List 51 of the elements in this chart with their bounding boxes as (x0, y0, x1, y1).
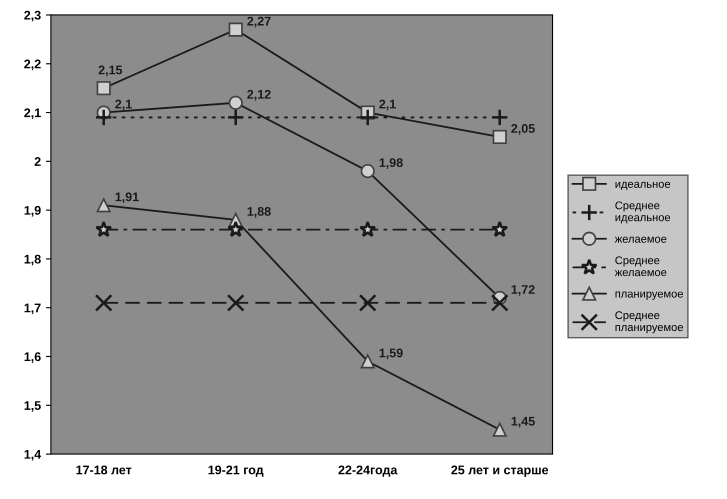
y-tick-label: 1,9 (24, 206, 41, 217)
point (95, 220, 112, 238)
data-label: 1,88 (248, 206, 271, 218)
data-label: 1,59 (380, 348, 403, 360)
legend-label: Среднее желаемое (614, 256, 666, 276)
data-label: 2,15 (98, 66, 122, 76)
y-tick-label: 2 (34, 157, 41, 166)
point (96, 198, 111, 212)
point (94, 294, 113, 312)
point (491, 220, 508, 238)
data-label: 1,72 (512, 285, 535, 296)
point (358, 294, 377, 312)
x-tick-label: 25 лет и старше (451, 466, 548, 477)
data-label: 1,98 (380, 158, 403, 169)
legend-label: Среднее планируемое (615, 311, 683, 334)
y-tick-label: 1,5 (24, 401, 41, 412)
y-tick-label: 1,8 (24, 254, 41, 266)
point (360, 354, 375, 368)
x-tick-label: 19-21 год (208, 466, 264, 477)
legend-label: желаемое (614, 236, 666, 243)
point (492, 130, 507, 144)
y-tick-label: 2,2 (24, 60, 41, 70)
point (359, 220, 376, 238)
point (492, 422, 507, 437)
data-label: 2,1 (115, 100, 132, 110)
data-label: 2,1 (379, 100, 396, 110)
x-tick-label: 17-18 лет (76, 466, 132, 474)
data-label: 1,45 (512, 416, 535, 428)
point (360, 164, 375, 178)
data-label: 2,05 (511, 124, 535, 135)
data-label: 2,27 (247, 16, 271, 28)
data-label: 2,12 (247, 90, 271, 101)
point (358, 108, 377, 126)
point (228, 22, 243, 37)
x-tick-label: 22-24года (338, 466, 398, 477)
y-tick-label: 1,6 (24, 352, 41, 363)
point (228, 96, 243, 110)
y-tick-label: 2,3 (24, 10, 41, 22)
point (490, 108, 509, 126)
point (226, 108, 245, 126)
y-tick-label: 1,4 (24, 450, 42, 461)
point (226, 294, 245, 312)
legend-label: Среднее идеальное (615, 201, 670, 224)
y-tick-label: 1,7 (24, 304, 41, 314)
point (490, 294, 509, 312)
point (227, 220, 244, 238)
legend-label: планируемое (616, 292, 683, 300)
y-tick-label: 2,1 (24, 108, 41, 120)
legend-label: идеальное (616, 182, 670, 190)
point (96, 81, 111, 96)
data-label: 1,91 (116, 192, 139, 204)
